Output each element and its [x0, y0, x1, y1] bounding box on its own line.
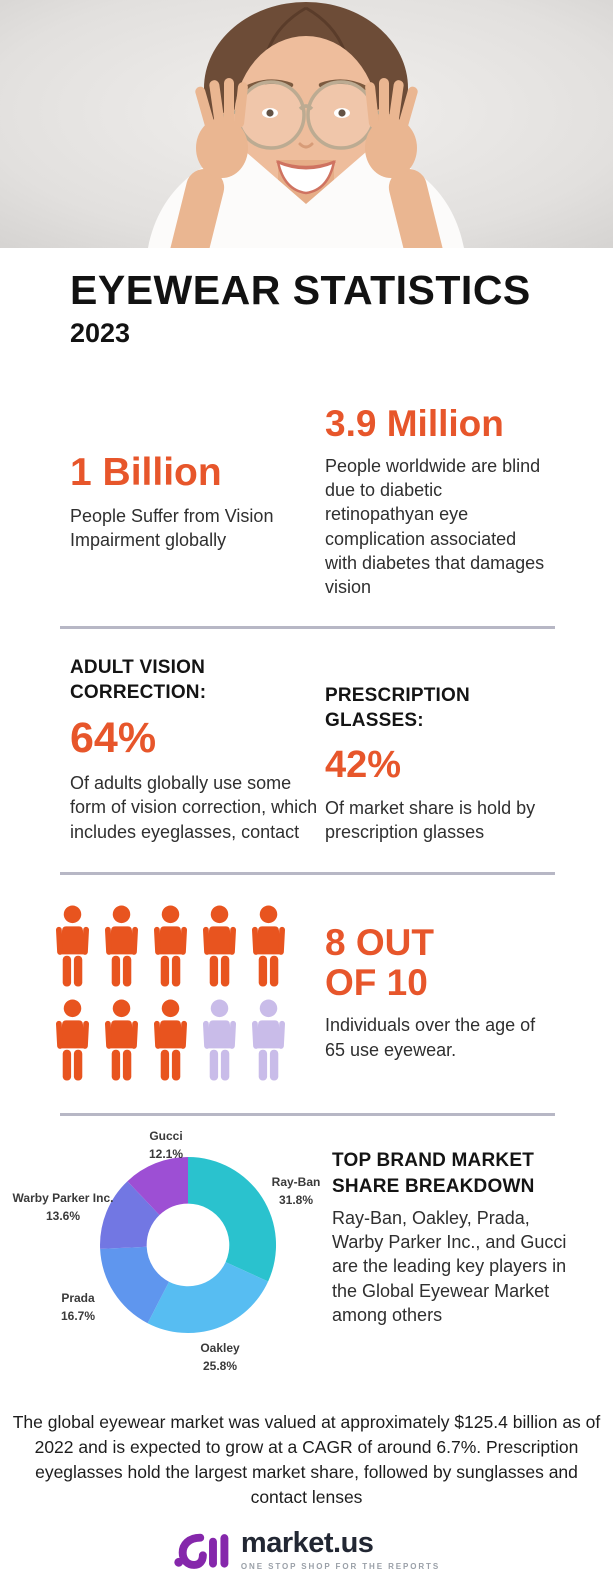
stat-caption: People worldwide are blind due to diabet…: [325, 455, 545, 598]
person-icon-highlighted: [150, 999, 191, 1081]
people-pictogram: [52, 905, 297, 1081]
stat-value: 64%: [70, 713, 157, 762]
divider: [60, 625, 555, 629]
stat-value: 8 OUT OF 10: [325, 923, 553, 1003]
chart-label-ray-ban: Ray-Ban 31.8%: [271, 1175, 321, 1207]
logo: market.us ONE STOP SHOP FOR THE REPORTS: [0, 1526, 613, 1574]
donut-chart-svg: [100, 1157, 277, 1334]
person-icon-highlighted: [101, 999, 142, 1081]
chart-label-warby-parker-inc-: Warby Parker Inc. 13.6%: [12, 1191, 114, 1223]
donut-slice-gucci: [127, 1157, 188, 1216]
logo-tagline: ONE STOP SHOP FOR THE REPORTS: [240, 1561, 441, 1571]
donut-slice-prada: [100, 1247, 169, 1324]
footer-note: The global eyewear market was valued at …: [12, 1412, 601, 1507]
person-icon-highlighted: [52, 999, 93, 1081]
chart-label-prada: Prada 16.7%: [60, 1291, 96, 1323]
person-icon-highlighted: [199, 905, 240, 987]
right-hand: [365, 78, 448, 248]
person-icon-muted: [199, 999, 240, 1081]
stat-8-out-of-10: 8 OUT OF 10 Individuals over the age of …: [325, 905, 553, 1062]
stat-caption: Individuals over the age of 65 use eyewe…: [325, 1015, 536, 1060]
stat-caption: People Suffer from Vision Impairment glo…: [70, 505, 274, 551]
person-icon-highlighted: [101, 905, 142, 987]
stat-value: 42%: [325, 743, 402, 786]
logo-name: market.us: [240, 1526, 374, 1559]
title-block: EYEWEAR STATISTICS 2023: [0, 248, 613, 349]
stat-heading: ADULT VISION CORRECTION:: [70, 656, 207, 704]
section-brand-share: Ray-Ban 31.8% Oakley 25.8% Prada 16.7% Warby P…: [0, 1116, 613, 1390]
chart-label-gucci: Gucci 12.1%: [148, 1129, 184, 1161]
logo-text: market.us ONE STOP SHOP FOR THE REPORTS: [240, 1526, 441, 1571]
stat-value-line2: OF 10: [325, 962, 428, 1004]
person-icon-highlighted: [52, 905, 93, 987]
section-pictogram: 8 OUT OF 10 Individuals over the age of …: [0, 875, 613, 1087]
page-title: EYEWEAR STATISTICS: [70, 267, 531, 313]
person-icon-highlighted: [150, 905, 191, 987]
brands-heading: TOP BRAND MARKET SHARE BREAKDOWN: [332, 1150, 535, 1198]
stat-prescription-glasses: PRESCRIPTION GLASSES: 42% Of market shar…: [325, 655, 553, 845]
stat-one-billion: 1 Billion People Suffer from Vision Impa…: [70, 405, 325, 553]
stat-adult-vision-correction: ADULT VISION CORRECTION: 64% Of adults g…: [70, 655, 325, 844]
section-correction-stats: ADULT VISION CORRECTION: 64% Of adults g…: [0, 629, 613, 847]
donut-slice-oakley: [147, 1262, 269, 1334]
chart-label-oakley: Oakley 25.8%: [200, 1341, 240, 1373]
person-icon-highlighted: [248, 905, 289, 987]
divider: [60, 1113, 555, 1117]
brands-caption: Ray-Ban, Oakley, Prada, Warby Parker Inc…: [332, 1207, 567, 1325]
hero-photo: [0, 0, 613, 248]
section-global-stats: 1 Billion People Suffer from Vision Impa…: [0, 403, 613, 600]
divider: [60, 872, 555, 876]
face: [234, 36, 378, 204]
donut-slice-ray-ban: [188, 1157, 277, 1282]
stat-caption: Of market share is hold by prescription …: [325, 797, 536, 843]
stat-value: 1 Billion: [70, 451, 222, 494]
donut-slice-warby-parker-inc-: [100, 1181, 160, 1250]
left-hand: [165, 78, 248, 248]
stat-value: 3.9 Million: [325, 403, 504, 444]
person-icon-muted: [248, 999, 289, 1081]
market-us-logo-icon: [174, 1533, 229, 1569]
brands-text: TOP BRAND MARKET SHARE BREAKDOWN Ray-Ban…: [332, 1132, 568, 1327]
stat-value-line1: 8 OUT: [325, 922, 434, 964]
stat-heading: PRESCRIPTION GLASSES:: [325, 684, 470, 732]
stat-caption: Of adults globally use some form of visi…: [70, 773, 318, 842]
donut-chart: Ray-Ban 31.8% Oakley 25.8% Prada 16.7% Warby P…: [8, 1129, 326, 1384]
stat-39-million: 3.9 Million People worldwide are blind d…: [325, 403, 553, 600]
page-year: 2023: [70, 318, 131, 348]
